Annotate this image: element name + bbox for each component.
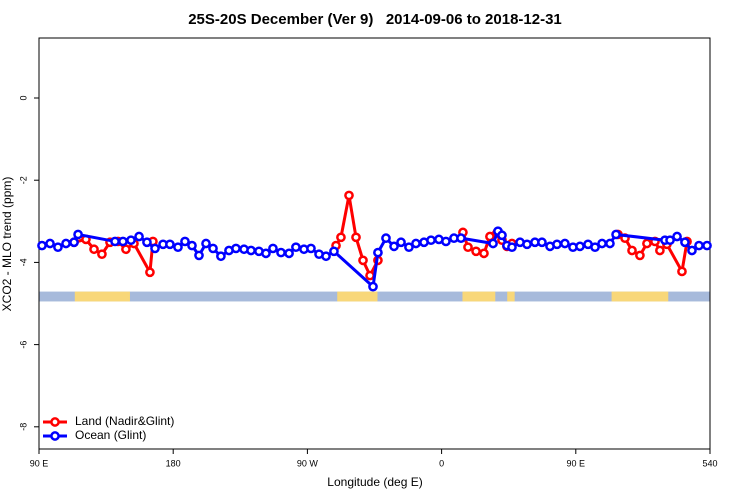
data-point — [411, 238, 421, 249]
data-point — [284, 248, 294, 259]
data-point — [665, 235, 675, 246]
data-point — [110, 236, 120, 247]
x-tick-label: 540 — [702, 458, 717, 468]
y-tick-label: -4 — [18, 258, 28, 266]
land-segment — [337, 291, 378, 302]
data-point — [389, 241, 399, 252]
x-tick-label: 90 W — [297, 458, 319, 468]
data-point — [358, 255, 368, 266]
data-point — [605, 238, 615, 249]
data-point — [306, 243, 316, 254]
data-point — [180, 236, 190, 247]
data-point — [627, 245, 637, 256]
data-point — [216, 251, 226, 262]
data-point — [321, 251, 331, 262]
data-point — [365, 270, 375, 281]
data-point — [381, 233, 391, 244]
data-point — [194, 250, 204, 261]
data-point — [537, 237, 547, 248]
data-point — [694, 240, 704, 251]
data-point — [134, 231, 144, 242]
data-point — [89, 244, 99, 255]
data-point — [479, 248, 489, 259]
data-point — [702, 240, 712, 251]
data-point — [597, 238, 607, 249]
data-point — [590, 242, 600, 253]
data-point — [552, 239, 562, 250]
data-point — [463, 242, 473, 253]
data-point — [45, 238, 55, 249]
data-point — [368, 281, 378, 292]
data-point — [456, 233, 466, 244]
data-point — [488, 238, 498, 249]
x-tick-label: 0 — [439, 458, 444, 468]
data-point — [118, 236, 128, 247]
data-point — [655, 245, 665, 256]
data-point — [687, 245, 697, 256]
data-point — [97, 249, 107, 260]
data-point — [73, 229, 83, 240]
data-point — [351, 232, 361, 243]
data-point — [677, 266, 687, 277]
data-point — [635, 250, 645, 261]
data-point — [231, 243, 241, 254]
land-segment — [74, 291, 130, 302]
data-point — [187, 240, 197, 251]
data-point — [507, 242, 517, 253]
data-point — [404, 242, 414, 253]
data-point — [276, 247, 286, 258]
data-point — [426, 235, 436, 246]
data-point — [329, 246, 339, 257]
land-segment — [611, 291, 669, 302]
data-point — [208, 243, 218, 254]
data-point — [173, 242, 183, 253]
data-point — [121, 244, 131, 255]
legend-label: Land (Nadir&Glint) — [75, 414, 174, 428]
x-tick-label: 180 — [166, 458, 181, 468]
y-tick-label: 0 — [18, 95, 28, 100]
data-point — [201, 238, 211, 249]
y-tick-label: -6 — [18, 341, 28, 349]
y-tick-label: -2 — [18, 176, 28, 184]
x-tick-label: 90 E — [567, 458, 586, 468]
data-point — [642, 238, 652, 249]
data-point — [441, 236, 451, 247]
data-point — [336, 232, 346, 243]
data-point — [165, 239, 175, 250]
data-point — [497, 230, 507, 241]
data-point — [522, 239, 532, 250]
data-point — [611, 229, 621, 240]
data-point — [261, 248, 271, 259]
data-point — [575, 241, 585, 252]
legend-marker — [50, 431, 60, 441]
x-axis-label: Longitude (deg E) — [327, 475, 422, 489]
data-point — [344, 190, 354, 201]
x-tick-label: 90 E — [30, 458, 49, 468]
data-point — [471, 246, 481, 257]
land-segment — [462, 291, 496, 302]
data-point — [53, 242, 63, 253]
y-axis-label: XCO2 - MLO trend (ppm) — [0, 177, 14, 312]
data-point — [396, 237, 406, 248]
data-point — [126, 235, 136, 246]
data-point — [142, 237, 152, 248]
data-point — [61, 238, 71, 249]
data-point — [69, 237, 79, 248]
data-point — [560, 238, 570, 249]
land-segment — [507, 291, 515, 302]
data-point — [672, 231, 682, 242]
legend-marker — [50, 417, 60, 427]
data-point — [150, 243, 160, 254]
data-point — [373, 247, 383, 258]
data-point — [246, 245, 256, 256]
y-tick-label: -8 — [18, 423, 28, 431]
data-point — [291, 242, 301, 253]
data-point — [268, 243, 278, 254]
data-point — [37, 240, 47, 251]
chart-title: 25S-20S December (Ver 9) 2014-09-06 to 2… — [188, 11, 562, 28]
legend-label: Ocean (Glint) — [75, 428, 146, 442]
data-point — [145, 267, 155, 278]
data-point — [680, 237, 690, 248]
